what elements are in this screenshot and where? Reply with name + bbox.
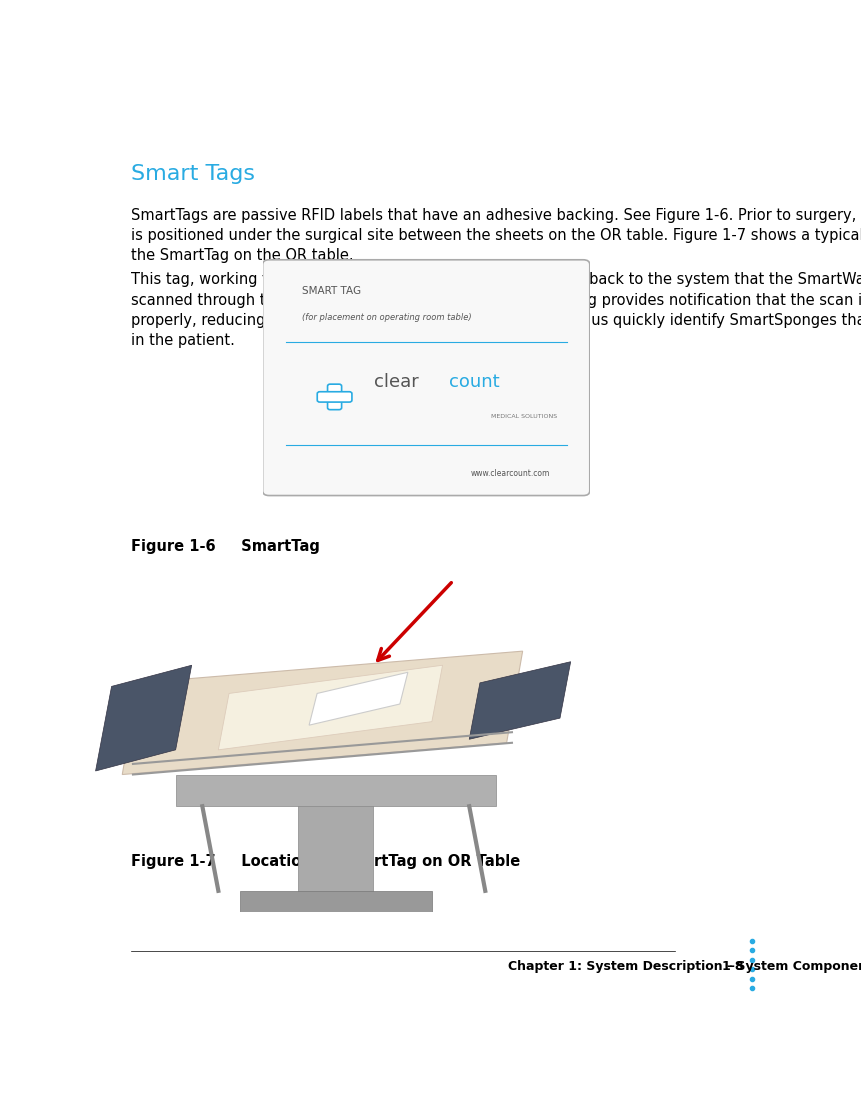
Text: This tag, working together with the SmartWand, provides feedback to the system t: This tag, working together with the Smar…	[131, 272, 861, 348]
Text: Smart Tags: Smart Tags	[131, 164, 255, 185]
Polygon shape	[309, 673, 408, 725]
Text: (for placement on operating room table): (for placement on operating room table)	[302, 312, 472, 321]
Text: count: count	[449, 374, 499, 392]
Polygon shape	[122, 651, 523, 774]
FancyBboxPatch shape	[299, 781, 373, 909]
Text: SmartTags are passive RFID labels that have an adhesive backing. See Figure 1-6.: SmartTags are passive RFID labels that h…	[131, 207, 861, 263]
Text: 1-8: 1-8	[722, 960, 744, 972]
FancyBboxPatch shape	[239, 891, 432, 912]
Text: clear: clear	[374, 374, 418, 392]
Polygon shape	[219, 665, 443, 750]
FancyBboxPatch shape	[176, 774, 496, 806]
FancyArrowPatch shape	[378, 583, 451, 660]
Polygon shape	[96, 665, 192, 771]
Text: Chapter 1: System Description - System Components: Chapter 1: System Description - System C…	[508, 960, 861, 972]
FancyBboxPatch shape	[263, 260, 590, 496]
Text: SMART TAG: SMART TAG	[302, 286, 361, 297]
Text: Figure 1-7     Location of SmartTag on OR Table: Figure 1-7 Location of SmartTag on OR Ta…	[131, 854, 520, 868]
Polygon shape	[469, 661, 571, 740]
FancyBboxPatch shape	[317, 392, 352, 402]
Text: Figure 1-6     SmartTag: Figure 1-6 SmartTag	[131, 539, 319, 554]
Text: MEDICAL SOLUTIONS: MEDICAL SOLUTIONS	[492, 414, 557, 419]
Text: www.clearcount.com: www.clearcount.com	[471, 469, 550, 479]
FancyBboxPatch shape	[327, 384, 342, 410]
